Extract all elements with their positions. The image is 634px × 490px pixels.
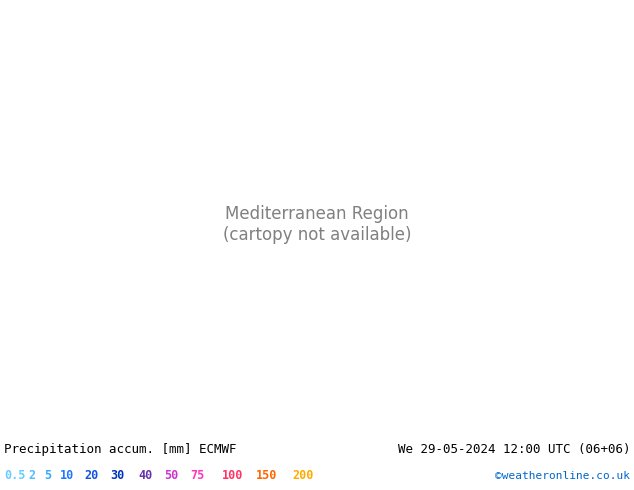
Text: 75: 75 bbox=[190, 469, 204, 483]
Text: 150: 150 bbox=[256, 469, 278, 483]
Text: 2: 2 bbox=[28, 469, 35, 483]
Text: Mediterranean Region
(cartopy not available): Mediterranean Region (cartopy not availa… bbox=[223, 205, 411, 244]
Text: 40: 40 bbox=[138, 469, 152, 483]
Text: 30: 30 bbox=[110, 469, 124, 483]
Text: 100: 100 bbox=[222, 469, 243, 483]
Text: 5: 5 bbox=[44, 469, 51, 483]
Text: 0.5: 0.5 bbox=[4, 469, 25, 483]
Text: 200: 200 bbox=[292, 469, 313, 483]
Text: ©weatheronline.co.uk: ©weatheronline.co.uk bbox=[495, 471, 630, 481]
Text: 50: 50 bbox=[164, 469, 178, 483]
Text: 10: 10 bbox=[60, 469, 74, 483]
Text: We 29-05-2024 12:00 UTC (06+06): We 29-05-2024 12:00 UTC (06+06) bbox=[398, 443, 630, 456]
Text: Precipitation accum. [mm] ECMWF: Precipitation accum. [mm] ECMWF bbox=[4, 443, 236, 456]
Text: 20: 20 bbox=[84, 469, 98, 483]
